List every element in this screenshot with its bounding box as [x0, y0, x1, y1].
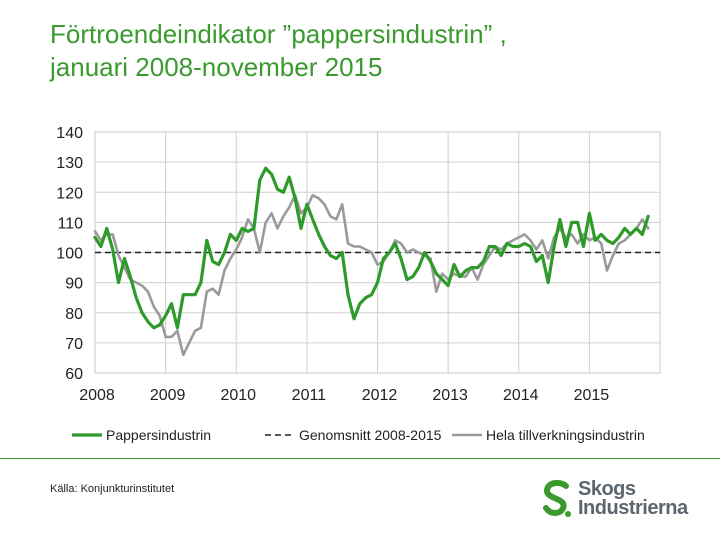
- company-logo: Skogs Industrierna: [540, 478, 700, 524]
- footer-divider: [0, 458, 720, 459]
- y-tick-label: 110: [57, 215, 83, 232]
- x-tick-label: 2015: [574, 387, 610, 404]
- y-tick-label: 80: [65, 306, 83, 323]
- y-tick-label: 120: [56, 185, 83, 202]
- series-line-hela-tillverkningsindustrin: [93, 194, 650, 357]
- y-tick-label: 100: [56, 246, 83, 263]
- source-note: Källa: Konjunkturinstitutet: [50, 483, 175, 495]
- chart-title: Förtroendeindikator ”pappersindustrin” ,…: [50, 18, 690, 84]
- legend-label: Pappersindustrin: [106, 427, 211, 443]
- x-tick-label: 2014: [503, 387, 539, 404]
- logo-s-icon: [543, 480, 571, 517]
- y-tick-label: 70: [65, 336, 83, 353]
- logo-line-2: Industrierna: [578, 497, 688, 519]
- line-chart: 60 70 80 90 100 110 120 130 140 2008 2009 2010 2011 2…: [56, 125, 661, 443]
- x-tick-label: 2012: [362, 387, 398, 404]
- y-tick-label: 90: [65, 276, 83, 293]
- x-tick-label: 2011: [292, 387, 327, 404]
- x-tick-label: 2008: [79, 387, 115, 404]
- x-tick-label: 2013: [432, 387, 468, 404]
- series-line-pappersindustrin: [93, 166, 650, 330]
- legend-label: Hela tillverkningsindustrin: [486, 427, 645, 443]
- x-tick-label: 2009: [150, 387, 186, 404]
- legend-label: Genomsnitt 2008-2015: [299, 427, 442, 443]
- title-line-2: januari 2008-november 2015: [50, 52, 383, 82]
- y-tick-label: 140: [56, 125, 83, 142]
- logo-line-1: Skogs: [578, 478, 636, 500]
- y-tick-label: 60: [65, 366, 83, 383]
- x-tick-label: 2010: [220, 387, 256, 404]
- y-tick-label: 130: [56, 155, 83, 172]
- title-line-1: Förtroendeindikator ”pappersindustrin” ,: [50, 19, 507, 49]
